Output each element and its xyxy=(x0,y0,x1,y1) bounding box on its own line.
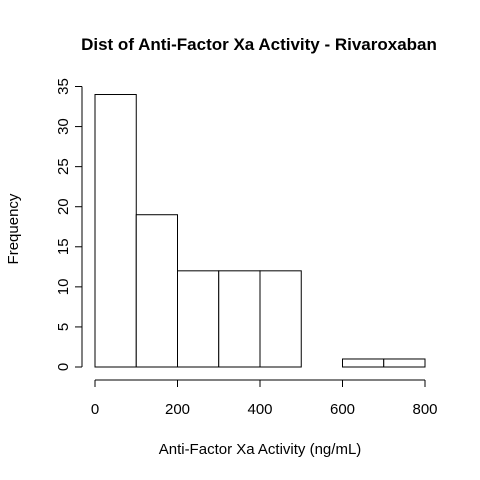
x-tick-label-3: 600 xyxy=(330,401,355,418)
y-tick-label-6: 30 xyxy=(55,118,72,135)
y-tick-label-7: 35 xyxy=(55,78,72,95)
y-tick-label-2: 10 xyxy=(55,279,72,296)
histogram-bar-6 xyxy=(342,358,385,368)
x-axis: 0 200 400 600 800 xyxy=(91,379,438,418)
chart-title: Dist of Anti-Factor Xa Activity - Rivaro… xyxy=(81,35,437,54)
histogram-bar-0 xyxy=(94,94,137,368)
bars-group xyxy=(94,94,426,368)
x-tick-label-2: 400 xyxy=(247,401,272,418)
histogram-bar-3 xyxy=(218,270,261,368)
histogram-bar-4 xyxy=(259,270,302,368)
y-tick-label-1: 5 xyxy=(55,323,72,331)
y-tick-label-3: 15 xyxy=(55,238,72,255)
histogram-bar-2 xyxy=(177,270,220,368)
y-tick-label-0: 0 xyxy=(55,363,72,371)
y-tick-label-4: 20 xyxy=(55,198,72,215)
x-axis-label: Anti-Factor Xa Activity (ng/mL) xyxy=(159,441,362,458)
histogram-bar-7 xyxy=(383,358,426,368)
x-tick-label-1: 200 xyxy=(165,401,190,418)
y-axis-label: Frequency xyxy=(5,193,22,264)
x-tick-label-0: 0 xyxy=(91,401,99,418)
x-tick-label-4: 800 xyxy=(412,401,437,418)
y-tick-label-5: 25 xyxy=(55,158,72,175)
histogram-bar-1 xyxy=(135,214,178,368)
y-axis: 0 5 10 15 20 25 30 35 xyxy=(55,78,83,371)
